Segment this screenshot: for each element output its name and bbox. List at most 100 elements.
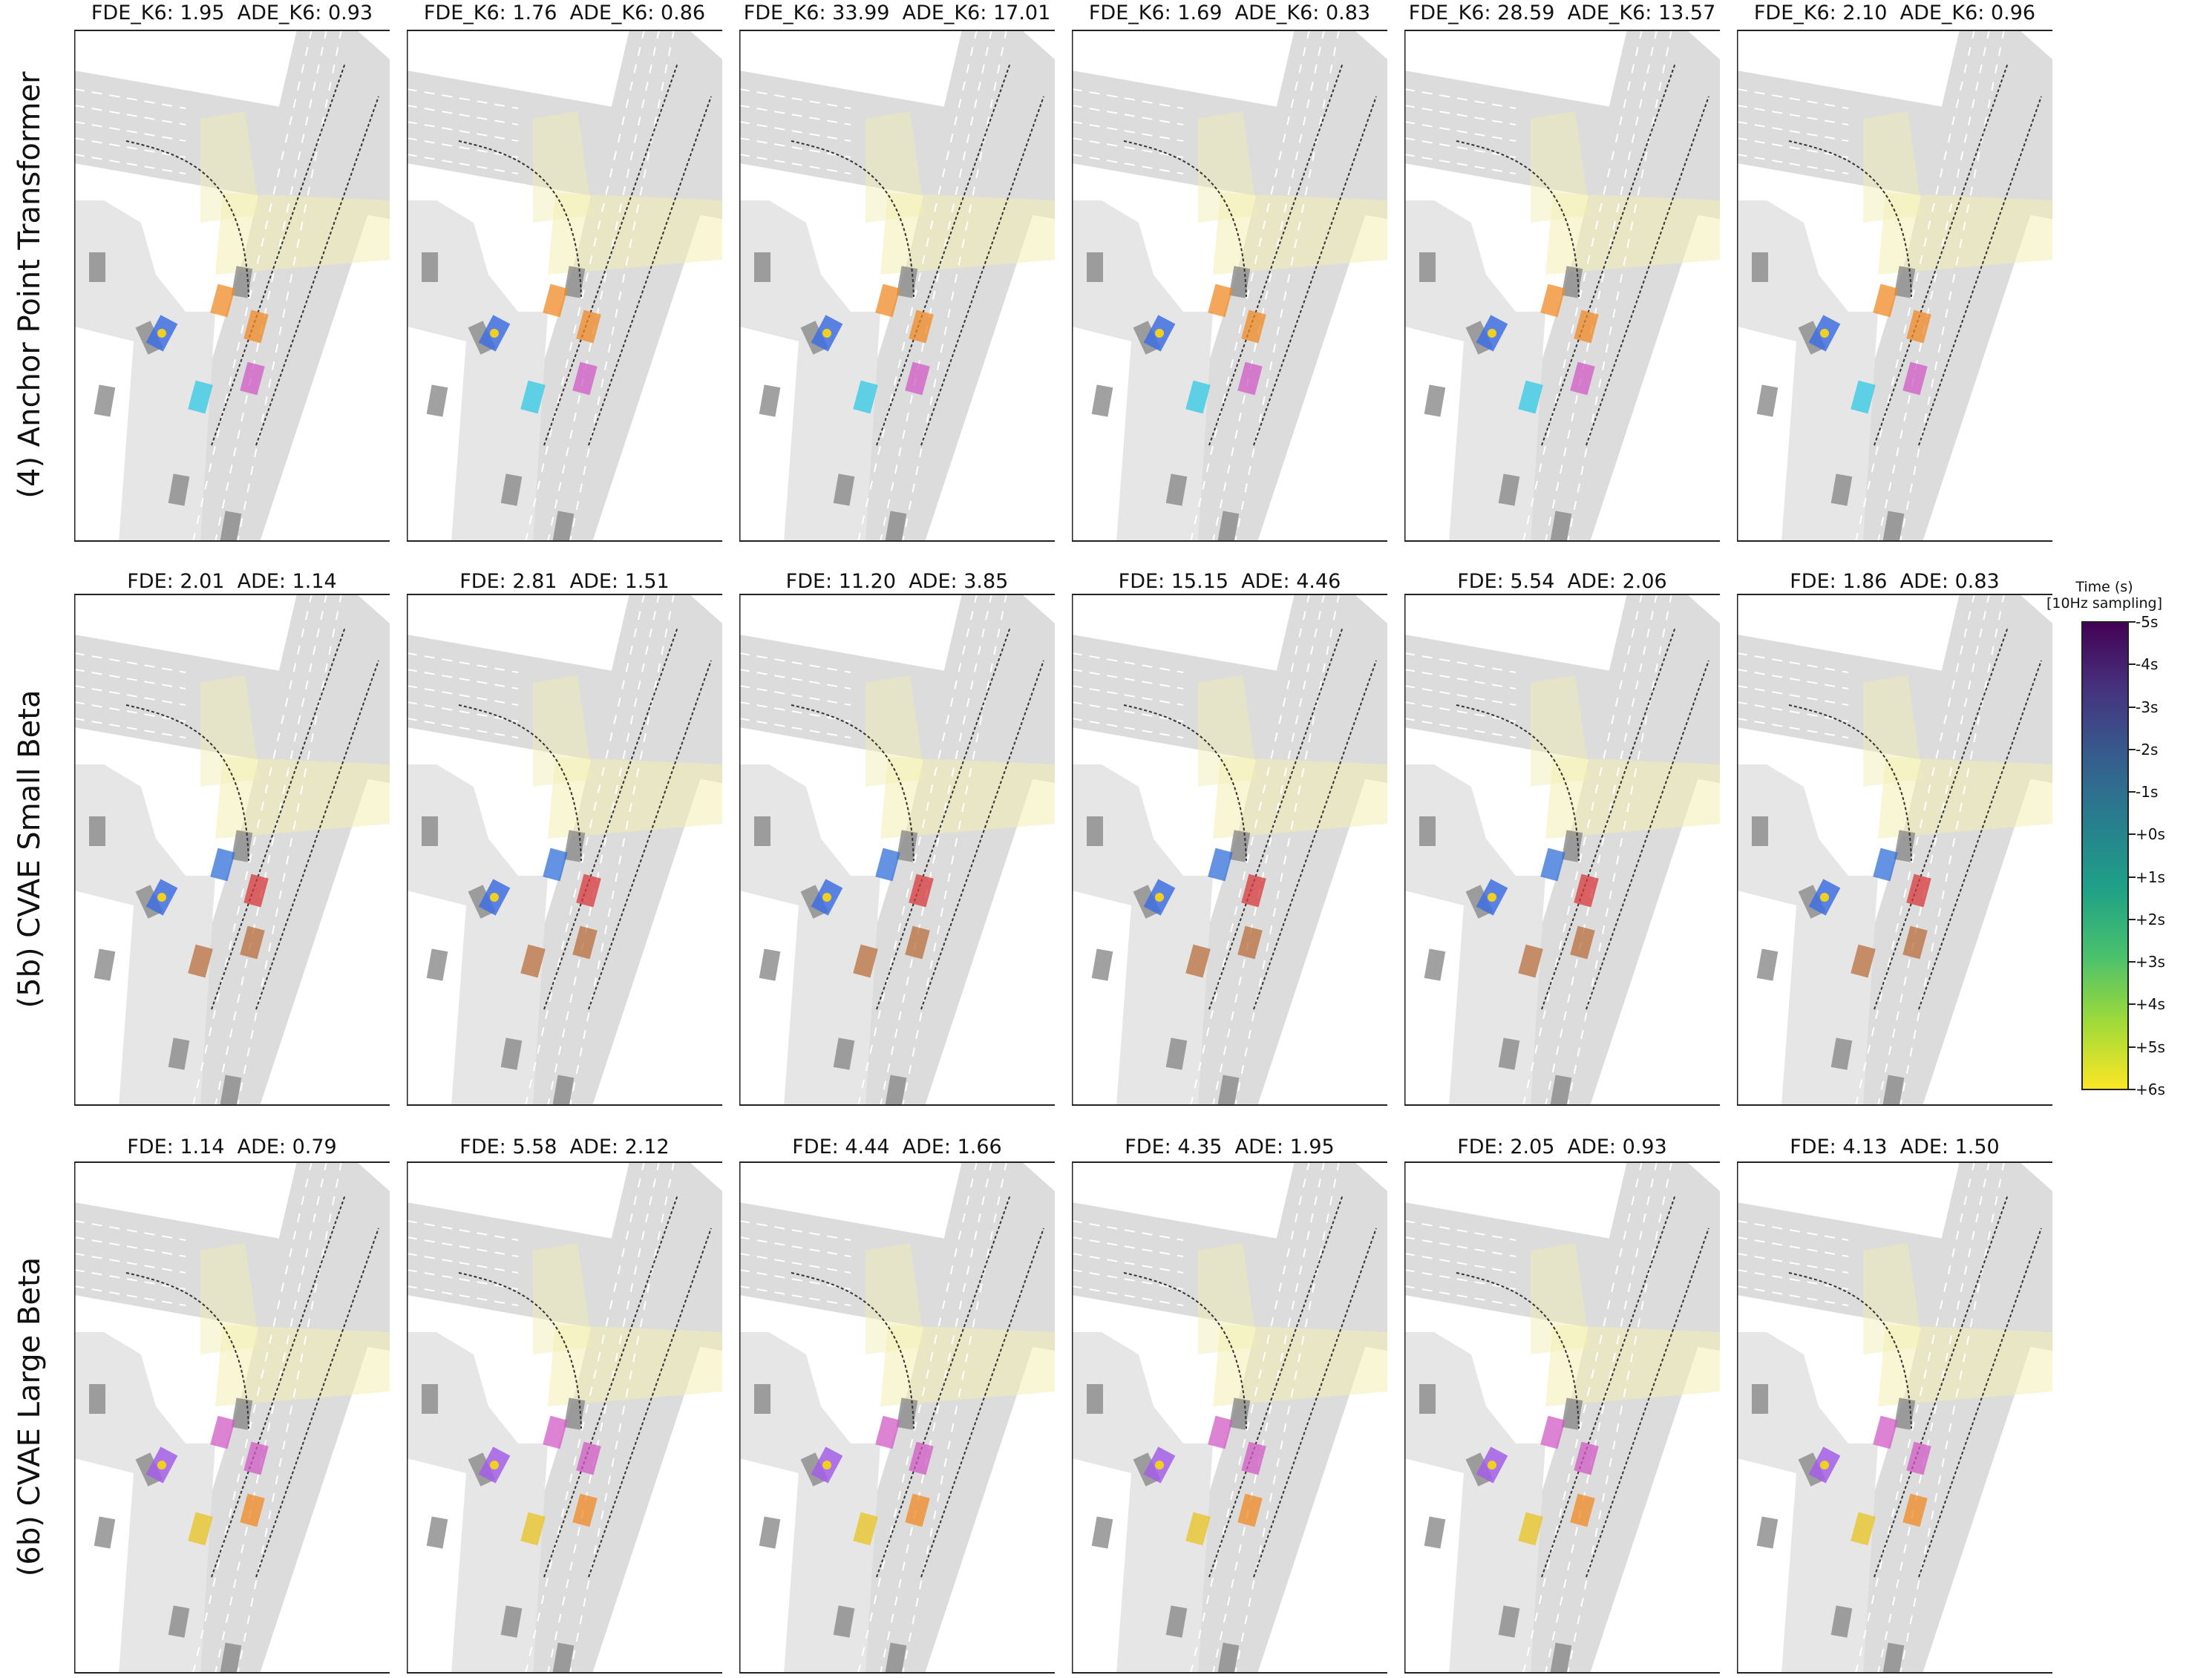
scene-map	[1404, 30, 1720, 542]
obstacle-vehicle	[1550, 511, 1572, 542]
obstacle-vehicle	[220, 1075, 242, 1106]
obstacle-vehicle	[1091, 1516, 1113, 1549]
agent-markers	[1851, 1415, 1931, 1546]
road-network	[1737, 1161, 2052, 1674]
obstacle-vehicle	[426, 1516, 448, 1549]
colorbar-tick-label: +5s	[2136, 1038, 2165, 1056]
lane-marking	[1737, 154, 1849, 174]
crosswalk-zone	[1531, 111, 1590, 223]
obstacle-vehicle	[1424, 1516, 1446, 1549]
lane-marking	[407, 1220, 519, 1241]
gt-path	[458, 1272, 582, 1429]
agent-box	[210, 284, 235, 318]
gt-path	[791, 704, 914, 862]
gt-path	[1788, 704, 1912, 862]
obstacle-vehicle	[1217, 1075, 1240, 1106]
gt-path	[1918, 1228, 2042, 1578]
gt-path	[255, 1228, 379, 1578]
side-area	[1404, 764, 1545, 1106]
ground-truth-paths	[1788, 62, 2042, 446]
gt-path	[125, 140, 249, 298]
road-network	[74, 1161, 390, 1674]
ego-agent-dot	[1820, 1461, 1829, 1469]
obstacle-vehicle	[1498, 1605, 1520, 1638]
lane-marking	[739, 669, 851, 689]
obstacle-vehicle	[500, 1038, 523, 1070]
agent-box	[1518, 944, 1543, 978]
gt-path	[791, 1272, 914, 1429]
lane-marking	[1404, 1285, 1516, 1306]
gt-path	[588, 1228, 712, 1578]
road-network	[74, 594, 390, 1106]
ground-truth-paths	[125, 62, 379, 446]
side-area	[739, 1332, 880, 1674]
lane-marking	[1072, 669, 1184, 689]
trajectory-panel	[407, 30, 722, 542]
lane-marking	[1899, 30, 2005, 542]
lane-marking	[1737, 1269, 1849, 1290]
colorbar-tick-label: -2s	[2136, 740, 2159, 758]
agent-box	[188, 380, 213, 414]
crosswalk-zone	[1878, 757, 2052, 839]
agent-box	[1906, 1441, 1931, 1475]
lane-marking	[74, 1220, 186, 1241]
obstacle-vehicle	[885, 1642, 907, 1674]
trajectory-panel	[739, 1161, 1055, 1674]
side-area	[1737, 764, 1878, 1106]
agent-markers	[1851, 848, 1931, 978]
ego-agent-dot	[1155, 893, 1164, 902]
trajectory-panel	[1737, 594, 2052, 1106]
colorbar-tick-mark	[2128, 876, 2136, 878]
agent-box	[875, 284, 900, 318]
lane-marking	[739, 685, 851, 706]
obstacle-vehicle	[1165, 1605, 1188, 1638]
agent-markers	[1185, 848, 1266, 978]
road-network	[407, 1161, 722, 1674]
panel-metric-title: FDE_K6: 33.99 ADE_K6: 17.01	[743, 1, 1051, 24]
gt-path	[1456, 140, 1580, 298]
lane-marking	[74, 1253, 186, 1274]
road-network	[739, 594, 1055, 1106]
obstacle-vehicle	[1882, 1642, 1905, 1674]
crosswalk-zone	[1213, 757, 1387, 839]
crosswalk-zone	[1198, 111, 1257, 223]
agent-box	[909, 1441, 934, 1475]
obstacle-vehicle	[1756, 384, 1779, 417]
agent-markers	[853, 1415, 934, 1546]
lane-marking	[739, 154, 851, 174]
lane-marking	[1404, 701, 1516, 722]
colorbar-gradient	[2081, 621, 2129, 1090]
obstacle-vehicle	[168, 1038, 190, 1070]
obstacle-vehicle	[1217, 511, 1240, 542]
agent-box	[909, 874, 934, 908]
agent-box	[243, 1441, 269, 1475]
scene-map	[1072, 30, 1387, 542]
obstacle-vehicle	[1756, 948, 1779, 981]
road-network	[1404, 30, 1720, 542]
obstacle-vehicle	[759, 384, 781, 417]
agent-box	[1185, 944, 1211, 978]
lane-marking	[1737, 1220, 1849, 1241]
obstacle-vehicle	[552, 1075, 575, 1106]
colorbar-tick-label: +0s	[2136, 825, 2165, 844]
lane-marking	[1404, 88, 1516, 109]
lane-marking	[407, 88, 519, 109]
lane-marking	[902, 594, 1007, 1106]
obstacle-vehicle	[1165, 1038, 1188, 1070]
obstacle-vehicle	[1217, 1642, 1240, 1674]
lane-marking	[237, 1161, 342, 1674]
lane-marking	[74, 1236, 186, 1257]
ego-agent-dot	[1155, 329, 1164, 338]
agent-box	[1906, 309, 1931, 344]
agent-box	[1241, 309, 1266, 344]
lane-marking	[1072, 121, 1184, 142]
lane-marking	[407, 1269, 519, 1290]
agent-box	[543, 284, 568, 318]
lane-marking	[739, 718, 851, 738]
main-road-surface	[821, 594, 1055, 1106]
obstacle-vehicle	[1091, 948, 1113, 981]
lane-marking	[237, 594, 342, 1106]
parked-obstacles	[422, 1384, 586, 1674]
agent-box	[188, 944, 213, 978]
panel-metric-title: FDE: 15.15 ADE: 4.46	[1118, 570, 1341, 593]
